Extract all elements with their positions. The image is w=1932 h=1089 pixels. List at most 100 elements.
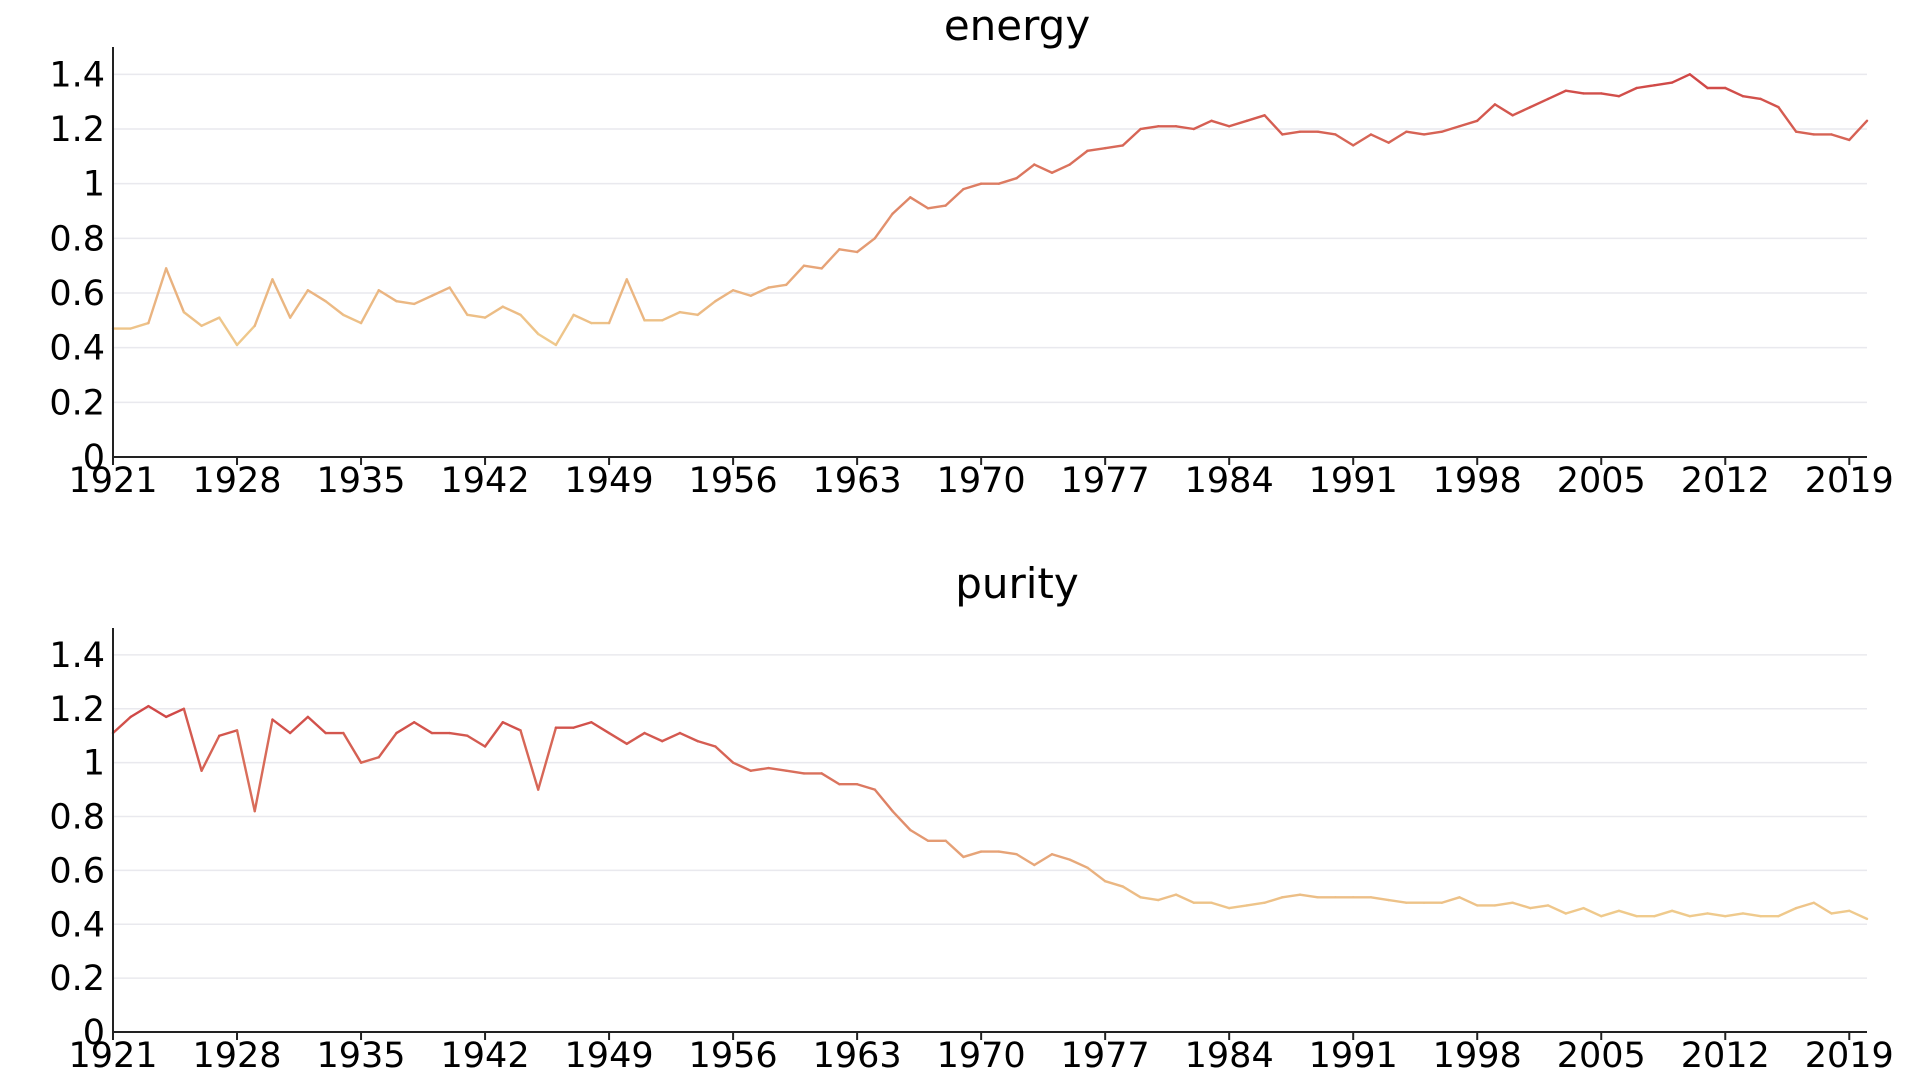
- line-segment-purity-48: [962, 850, 983, 859]
- line-segment-purity-16: [395, 721, 416, 735]
- x-tick-label-purity-9: 1984: [1185, 1036, 1274, 1076]
- x-tick-label-energy-2: 1935: [317, 461, 406, 501]
- line-segment-purity-84: [1600, 909, 1621, 918]
- line-segment-energy-97: [1830, 133, 1851, 142]
- x-tick-label-energy-3: 1942: [441, 461, 530, 501]
- line-segment-energy-63: [1227, 119, 1249, 128]
- line-segment-purity-44: [891, 809, 912, 832]
- x-tick-label-energy-6: 1963: [813, 461, 902, 501]
- line-segment-energy-38: [785, 264, 806, 286]
- line-segment-purity-22: [501, 721, 522, 732]
- line-segment-energy-70: [1352, 133, 1373, 147]
- line-segment-energy-23: [519, 313, 540, 336]
- line-segment-energy-8: [253, 278, 274, 327]
- line-segment-energy-9: [271, 278, 292, 319]
- x-tick-label-purity-3: 1942: [441, 1036, 530, 1076]
- x-tick-label-energy-0: 1921: [68, 461, 157, 501]
- line-segment-energy-62: [1210, 119, 1231, 128]
- line-segment-energy-37: [767, 283, 788, 289]
- line-segment-purity-97: [1830, 909, 1851, 915]
- line-segment-energy-39: [802, 264, 823, 270]
- y-tick-label-energy-5: 1: [83, 165, 105, 205]
- line-segment-energy-32: [678, 310, 699, 317]
- line-segment-energy-74: [1422, 130, 1443, 136]
- line-segment-purity-32: [678, 731, 699, 743]
- x-tick-label-energy-4: 1949: [565, 461, 654, 501]
- line-segment-purity-27: [590, 721, 611, 735]
- y-tick-label-purity-6: 1.2: [49, 690, 105, 730]
- line-segment-purity-57: [1121, 885, 1142, 899]
- x-tick-label-energy-5: 1956: [689, 461, 778, 501]
- line-segment-energy-58: [1139, 125, 1160, 131]
- line-segment-energy-71: [1369, 133, 1390, 144]
- line-segment-energy-42: [855, 237, 877, 254]
- line-segment-purity-14: [359, 756, 380, 764]
- line-segment-energy-85: [1617, 86, 1638, 98]
- purity-chart: purity 0 0.2 0.4 0.6 0.8 1 1.2 1.4 1921 1928 1935 1…: [49, 559, 1893, 1076]
- line-segment-energy-64: [1245, 114, 1266, 123]
- line-segment-energy-18: [430, 286, 451, 297]
- line-segment-purity-37: [767, 766, 788, 772]
- line-segment-purity-9: [271, 718, 292, 735]
- line-segment-energy-22: [501, 305, 522, 317]
- line-segment-purity-58: [1139, 896, 1160, 902]
- line-segment-energy-43: [873, 212, 894, 240]
- y-tick-label-energy-0: 0: [83, 438, 105, 478]
- line-segment-energy-11: [306, 289, 327, 303]
- x-tick-label-energy-12: 2005: [1557, 461, 1646, 501]
- energy-chart: energy 0 0.2 0.4 0.6 0.8 1 1.2 1.4 1921 1928 1935 1…: [49, 1, 1893, 501]
- line-segment-purity-24: [537, 726, 558, 791]
- line-segment-energy-92: [1741, 94, 1762, 101]
- x-tick-label-purity-7: 1970: [937, 1036, 1026, 1076]
- x-tick-label-purity-1: 1928: [192, 1036, 281, 1076]
- axes-energy: [112, 47, 1867, 465]
- line-segment-purity-94: [1777, 906, 1798, 918]
- line-segment-purity-11: [306, 715, 327, 735]
- line-segment-purity-90: [1706, 912, 1727, 918]
- line-segment-purity-52: [1033, 853, 1054, 867]
- y-tick-label-purity-0: 0: [83, 1013, 105, 1053]
- y-tick-label-purity-5: 1: [83, 744, 105, 784]
- line-segment-energy-1: [129, 321, 150, 330]
- line-segment-energy-31: [661, 310, 682, 322]
- line-segment-purity-28: [607, 731, 628, 746]
- line-segment-energy-36: [749, 286, 770, 297]
- line-segment-purity-15: [377, 731, 398, 759]
- tick-labels-energy: 0 0.2 0.4 0.6 0.8 1 1.2 1.4 1921 1928 1935 1942 1949…: [49, 55, 1893, 501]
- line-segment-purity-42: [855, 783, 877, 791]
- line-segment-purity-29: [625, 731, 646, 746]
- line-segment-energy-20: [466, 313, 487, 319]
- line-segment-purity-67: [1298, 893, 1319, 899]
- line-segment-purity-55: [1086, 866, 1107, 883]
- x-tick-label-purity-5: 1956: [689, 1036, 778, 1076]
- line-segment-energy-44: [891, 196, 912, 215]
- line-segment-energy-16: [395, 300, 416, 306]
- line-segment-energy-26: [572, 313, 593, 325]
- line-segment-purity-62: [1210, 901, 1231, 910]
- y-tick-label-purity-3: 0.6: [49, 851, 105, 891]
- line-segment-purity-82: [1564, 906, 1585, 915]
- line-segment-purity-78: [1493, 901, 1514, 907]
- x-tick-label-energy-13: 2012: [1681, 461, 1770, 501]
- x-tick-label-energy-11: 1998: [1433, 461, 1522, 501]
- line-segment-purity-75: [1440, 896, 1461, 904]
- line-segment-purity-81: [1546, 904, 1568, 915]
- line-segment-purity-6: [218, 729, 239, 737]
- line-segment-purity-19: [448, 731, 469, 737]
- y-tick-label-purity-1: 0.2: [49, 959, 105, 999]
- line-segment-energy-46: [926, 204, 947, 210]
- line-segment-energy-12: [324, 300, 345, 317]
- line-segment-energy-4: [182, 310, 203, 327]
- line-segment-purity-1: [129, 704, 150, 719]
- line-segment-purity-88: [1670, 909, 1692, 918]
- line-segment-energy-45: [909, 196, 930, 210]
- line-segment-purity-3: [164, 707, 186, 719]
- line-segment-energy-5: [200, 316, 221, 327]
- line-segment-purity-64: [1245, 901, 1266, 907]
- line-segment-energy-82: [1564, 89, 1585, 95]
- chart-title-energy: energy: [944, 1, 1090, 50]
- chart-title-purity: purity: [955, 559, 1079, 608]
- x-tick-label-purity-12: 2005: [1557, 1036, 1646, 1076]
- line-segment-purity-0: [111, 715, 132, 735]
